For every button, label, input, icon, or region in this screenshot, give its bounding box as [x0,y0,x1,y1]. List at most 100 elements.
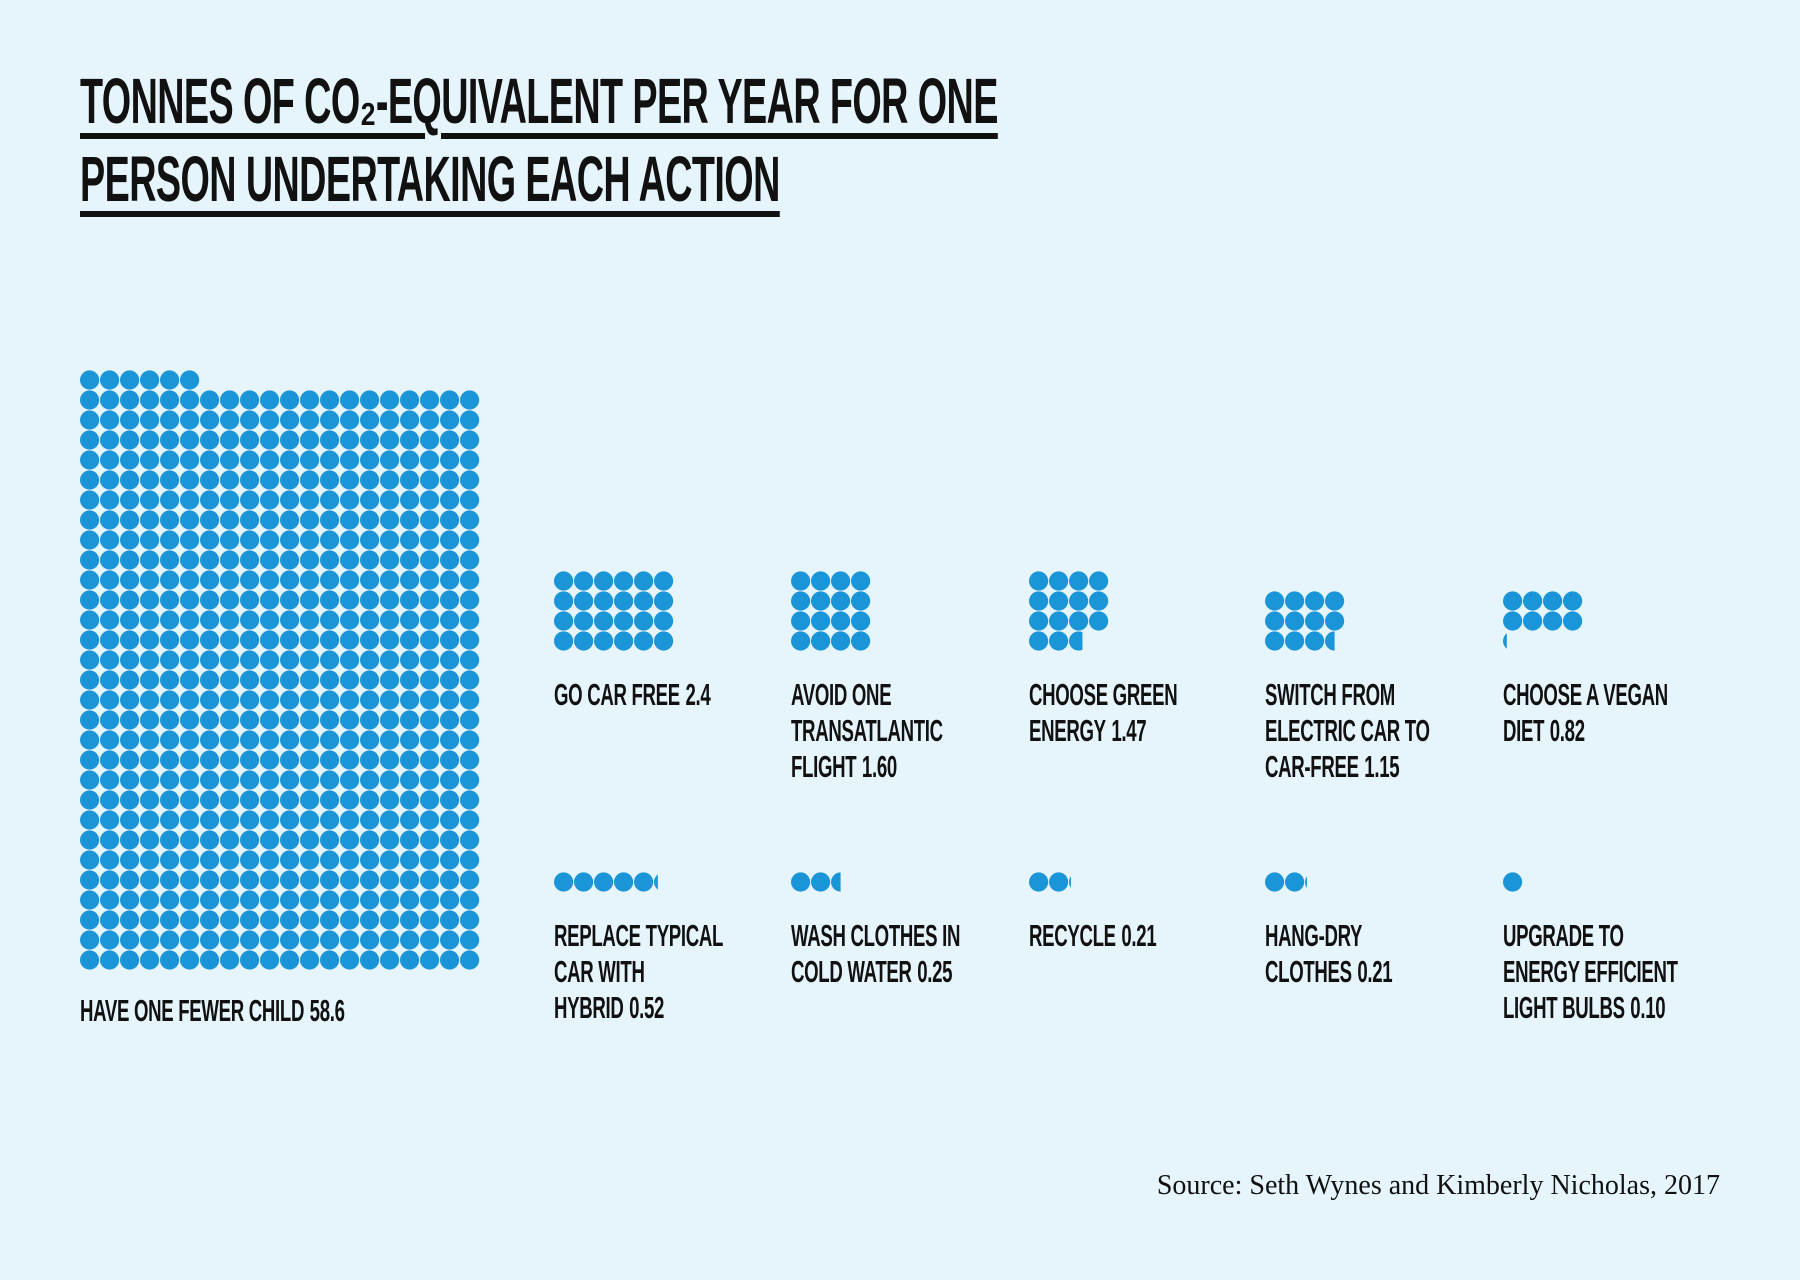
dot-group [554,571,674,651]
dot [360,790,380,810]
dot [1029,872,1049,892]
dot [100,810,120,830]
dot [160,930,180,950]
dot [100,430,120,450]
dot [300,590,320,610]
dot [634,872,654,892]
dot [240,770,260,790]
dot [420,930,440,950]
dot [240,630,260,650]
dot [614,611,634,631]
dot [594,591,614,611]
dot [240,950,260,970]
dot [200,870,220,890]
dot [440,750,460,770]
dot [220,950,240,970]
dot [260,690,280,710]
dot [280,910,300,930]
dot [380,950,400,970]
dot [340,630,360,650]
dot-group [1265,591,1345,651]
dot [200,850,220,870]
partial-dot [1305,876,1307,888]
dot [200,590,220,610]
dot [100,470,120,490]
dot [420,650,440,670]
dot [420,450,440,470]
dot [320,510,340,530]
dot [180,550,200,570]
dot [240,810,260,830]
dot [200,910,220,930]
dot [320,410,340,430]
dot [200,750,220,770]
dot [280,750,300,770]
dot [420,490,440,510]
dot [300,730,320,750]
dot [80,530,100,550]
dot [400,870,420,890]
dot [380,850,400,870]
dot [460,410,480,430]
dot [440,850,460,870]
item-value: 58.6 [309,993,345,1028]
dot [440,730,460,750]
dot [400,710,420,730]
dot [140,950,160,970]
dot [80,470,100,490]
dot [140,410,160,430]
dot [100,950,120,970]
dot [460,430,480,450]
dot [1305,591,1325,611]
dot [380,530,400,550]
dot-group [1265,872,1307,892]
dot [240,730,260,750]
dot [100,370,120,390]
dot [200,950,220,970]
dot [260,530,280,550]
dot-group [1503,872,1523,892]
dot [420,890,440,910]
dot [440,710,460,730]
dot [160,590,180,610]
dot [120,650,140,670]
dot [1089,591,1109,611]
item-name: GO CAR FREE [554,677,680,712]
dot [460,510,480,530]
dot [420,810,440,830]
dot [340,410,360,430]
dot [594,872,614,892]
dot [460,790,480,810]
dot [180,690,200,710]
dot [260,390,280,410]
dot [400,810,420,830]
dot [160,550,180,570]
dot [380,730,400,750]
partial-dot [1069,631,1083,651]
dot [140,670,160,690]
dot [340,810,360,830]
dot [140,370,160,390]
dot [260,910,280,930]
dot [340,750,360,770]
dot [120,790,140,810]
dot [220,810,240,830]
dot [140,630,160,650]
dot [614,571,634,591]
dot [340,610,360,630]
dot [360,430,380,450]
dot [200,770,220,790]
dot [200,670,220,690]
dot [140,510,160,530]
dot [320,750,340,770]
dot [80,570,100,590]
dot [460,950,480,970]
dot [420,770,440,790]
dot [140,810,160,830]
dot [340,390,360,410]
dot [200,430,220,450]
dot [280,530,300,550]
dot [220,570,240,590]
dot [280,670,300,690]
dot [100,830,120,850]
